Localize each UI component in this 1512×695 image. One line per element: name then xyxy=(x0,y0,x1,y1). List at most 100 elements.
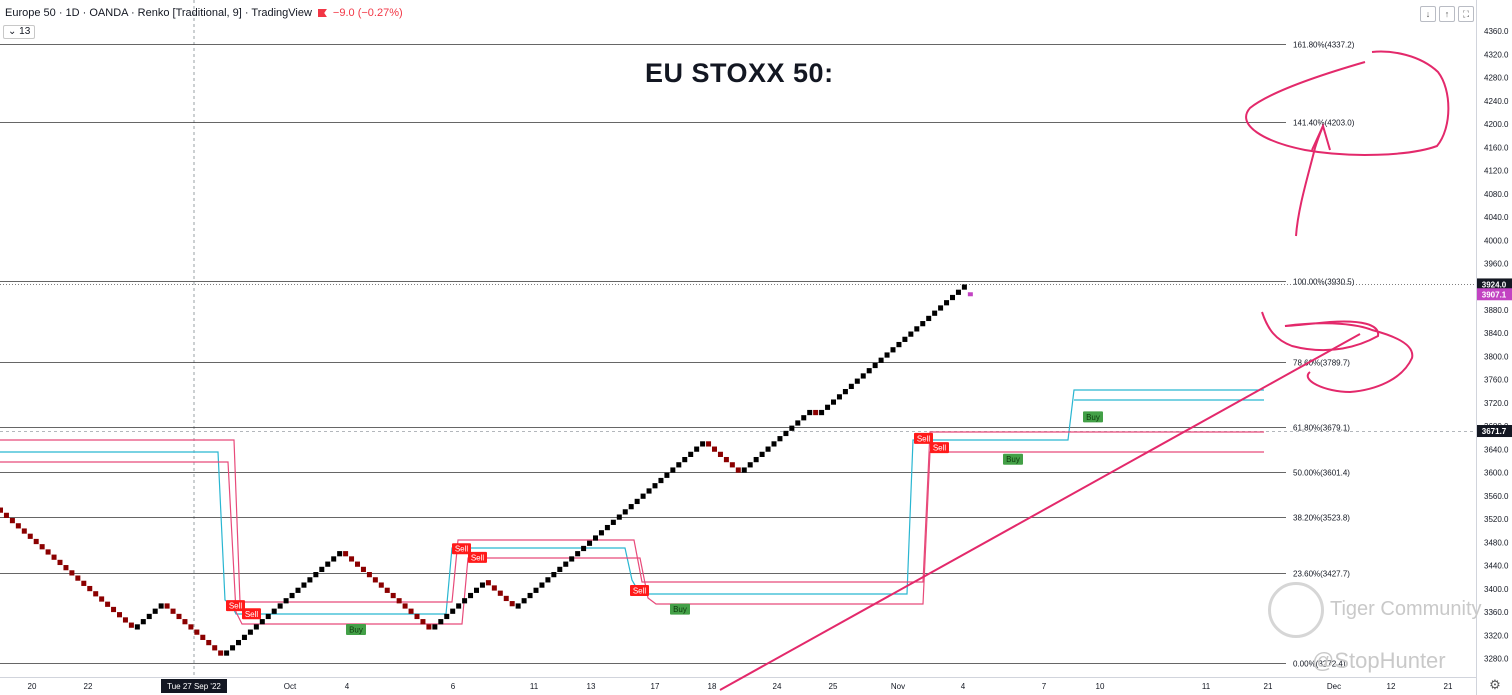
renko-brick xyxy=(950,294,955,301)
plot-background xyxy=(0,0,1476,677)
renko-brick xyxy=(569,556,575,562)
price-tick-label: 4160.0 xyxy=(1484,143,1509,152)
tiger-logo-icon xyxy=(1268,582,1324,638)
renko-brick xyxy=(527,592,533,599)
renko-brick xyxy=(9,517,15,524)
price-tick-label: 3560.0 xyxy=(1484,492,1509,501)
renko-brick xyxy=(444,613,450,620)
renko-brick xyxy=(224,650,230,656)
renko-brick xyxy=(640,493,646,499)
renko-brick xyxy=(842,389,848,395)
renko-brick xyxy=(57,559,63,566)
time-tick-label: Nov xyxy=(891,682,905,691)
time-tick-label: 25 xyxy=(829,682,838,691)
renko-brick xyxy=(610,519,616,525)
renko-brick xyxy=(432,624,438,630)
fib-level-label: 100.00%(3930.5) xyxy=(1293,278,1355,287)
renko-brick xyxy=(414,613,420,620)
renko-brick xyxy=(854,378,860,384)
renko-brick xyxy=(563,561,569,567)
renko-brick xyxy=(747,462,753,468)
renko-brick xyxy=(557,566,563,573)
renko-brick xyxy=(652,483,658,489)
arrow-down-icon[interactable]: ↓ xyxy=(1420,6,1436,22)
renko-brick xyxy=(581,545,587,552)
renko-brick xyxy=(634,498,640,505)
renko-brick xyxy=(122,617,128,623)
price-tag-crosshair xyxy=(1477,425,1512,438)
renko-brick xyxy=(75,575,81,581)
renko-brick xyxy=(99,596,105,602)
time-axis[interactable]: 20 22 Tue 27 Sep '22 Oct 4 6 11 13 17 18 24 25 Nov 4 7… xyxy=(28,679,1453,693)
price-tick-label: 3960.0 xyxy=(1484,260,1509,269)
renko-brick xyxy=(688,451,694,457)
arrow-up-icon[interactable]: ↑ xyxy=(1439,6,1455,22)
renko-brick xyxy=(884,352,890,358)
renko-brick xyxy=(741,467,747,473)
renko-brick xyxy=(325,561,331,567)
fib-level-label: 61.80%(3679.1) xyxy=(1293,424,1350,433)
renko-brick xyxy=(396,598,402,604)
renko-brick xyxy=(878,357,884,363)
settings-gear-icon[interactable]: ⚙ xyxy=(1489,677,1501,692)
price-tick-label: 3760.0 xyxy=(1484,376,1509,385)
renko-brick xyxy=(771,441,777,447)
price-tick-label: 3720.0 xyxy=(1484,399,1509,408)
time-tick-label: 12 xyxy=(1387,682,1396,691)
renko-brick xyxy=(920,321,926,327)
collapse-indicators-button[interactable]: ⌄ 13 xyxy=(3,25,36,39)
price-axis[interactable]: 3280.0 3320.0 3360.0 3400.0 3440.0 3480.0 3520… xyxy=(1484,27,1509,663)
renko-brick xyxy=(81,580,87,586)
flag-icon[interactable] xyxy=(317,9,327,17)
renko-brick xyxy=(15,523,21,529)
renko-brick xyxy=(206,639,212,646)
fullscreen-icon[interactable]: ⛶ xyxy=(1458,6,1474,22)
renko-brick xyxy=(21,528,27,534)
renko-brick xyxy=(676,462,682,468)
renko-brick xyxy=(212,645,218,651)
renko-brick xyxy=(646,488,652,494)
price-tick-label: 4280.0 xyxy=(1484,74,1509,83)
renko-brick xyxy=(813,409,819,416)
price-tick-label: 4080.0 xyxy=(1484,190,1509,199)
renko-brick xyxy=(706,441,712,447)
renko-brick xyxy=(866,368,872,374)
renko-brick xyxy=(105,601,111,607)
renko-brick xyxy=(658,477,664,484)
renko-brick xyxy=(319,566,325,573)
renko-brick xyxy=(765,446,771,452)
symbol-description[interactable]: Europe 50 · 1D · OANDA · Renko [Traditio… xyxy=(5,7,312,19)
time-tick-label: Oct xyxy=(284,682,297,691)
renko-brick xyxy=(860,373,866,379)
renko-brick xyxy=(783,430,789,437)
signal-label: Sell xyxy=(633,587,647,596)
renko-brick xyxy=(819,409,825,416)
renko-brick xyxy=(134,624,140,630)
fib-level-label: 141.40%(4203.0) xyxy=(1293,119,1355,128)
renko-brick xyxy=(426,624,432,630)
renko-brick xyxy=(438,619,444,625)
price-tick-label: 4120.0 xyxy=(1484,167,1509,176)
sell-signal-badge xyxy=(930,442,949,454)
signal-label: Sell xyxy=(917,434,931,443)
time-tick-label: 11 xyxy=(530,682,539,691)
support-circle-annotation xyxy=(1261,311,1414,394)
sell-signal-badge xyxy=(226,600,245,612)
signal-label: Sell xyxy=(245,610,259,619)
renko-brick xyxy=(27,533,33,539)
renko-brick xyxy=(848,383,854,390)
prev-close-marker xyxy=(967,292,973,297)
time-tick-label: 20 xyxy=(28,682,37,691)
renko-brick xyxy=(717,451,723,457)
fib-level-label: 23.60%(3427.7) xyxy=(1293,570,1350,579)
sell-signal-badge xyxy=(630,585,649,597)
price-tag-last xyxy=(1477,278,1512,291)
renko-brick xyxy=(378,582,384,588)
renko-brick xyxy=(164,603,170,609)
renko-brick xyxy=(503,595,509,602)
renko-brick xyxy=(283,598,289,604)
renko-brick xyxy=(777,436,783,442)
